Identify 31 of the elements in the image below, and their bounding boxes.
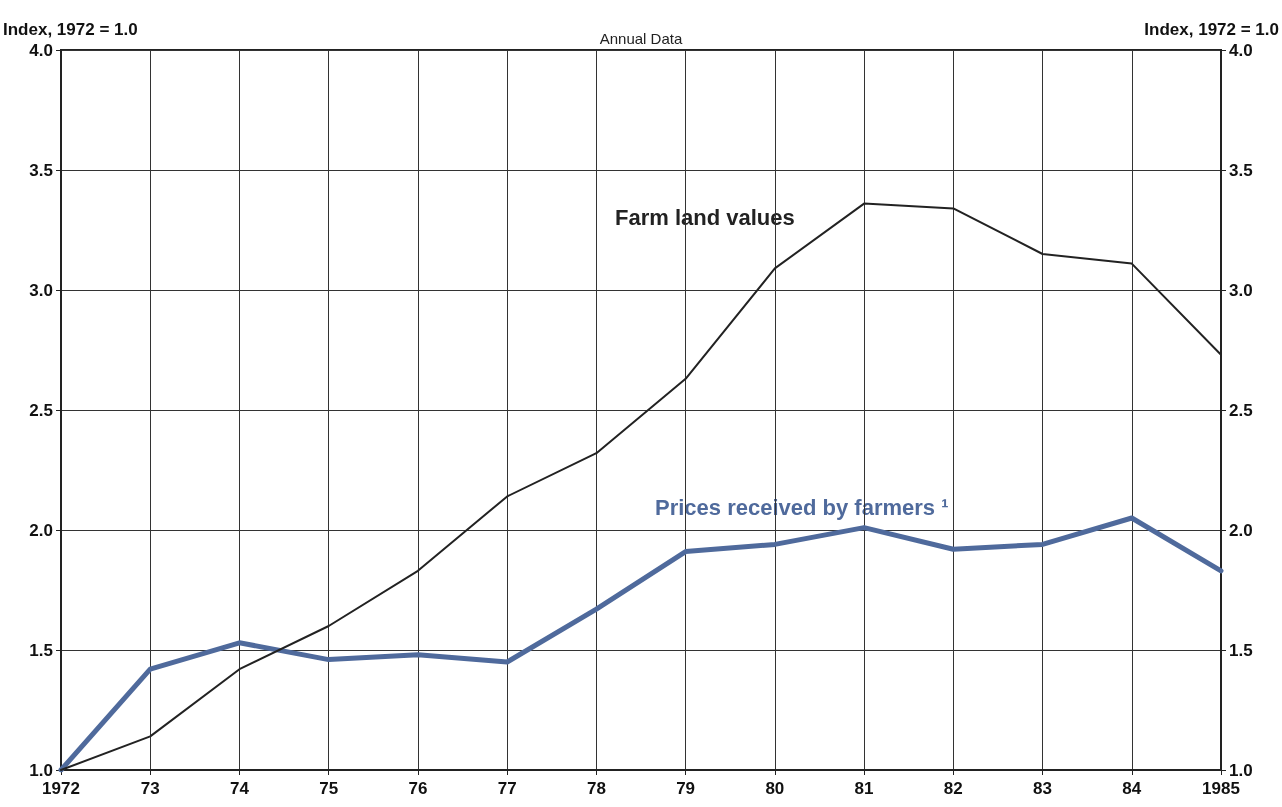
x-tick-label: 73 [140, 779, 160, 798]
y-tick-label: 2.5 [29, 400, 53, 420]
x-tick-label: 81 [854, 779, 874, 798]
x-tick-label: 75 [319, 779, 339, 798]
x-tick-label: 74 [230, 779, 250, 798]
x-tick-label: 1972 [42, 779, 80, 798]
y-axis-title: Index, 1972 = 1.0 [3, 20, 138, 39]
y2-tick-label: 4.0 [1229, 40, 1253, 60]
x-tick-label: 80 [765, 779, 785, 798]
y-tick-label: 1.5 [29, 640, 53, 660]
x-tick-label: 78 [586, 779, 606, 798]
y2-axis-title: Index, 1972 = 1.0 [1144, 20, 1279, 39]
y2-tick-label: 3.0 [1229, 280, 1253, 300]
x-tick-label: 1985 [1202, 779, 1240, 798]
y-tick-label: 4.0 [29, 40, 53, 60]
x-tick-label: 76 [408, 779, 428, 798]
x-tick-label: 84 [1122, 779, 1142, 798]
x-tick-label: 82 [943, 779, 963, 798]
x-tick-label: 77 [497, 779, 517, 798]
y-tick-label: 3.0 [29, 280, 53, 300]
y2-tick-label: 2.0 [1229, 520, 1253, 540]
y2-tick-label: 3.5 [1229, 160, 1253, 180]
y-tick-label: 1.0 [29, 760, 53, 780]
y2-tick-label: 1.0 [1229, 760, 1253, 780]
y-tick-label: 2.0 [29, 520, 53, 540]
y2-tick-label: 1.5 [1229, 640, 1253, 660]
x-tick-label: 83 [1033, 779, 1052, 798]
chart-subtitle: Annual Data [599, 30, 683, 47]
x-tick-label: 79 [676, 779, 696, 798]
y-tick-label: 3.5 [29, 160, 53, 180]
y2-tick-label: 2.5 [1229, 400, 1253, 420]
